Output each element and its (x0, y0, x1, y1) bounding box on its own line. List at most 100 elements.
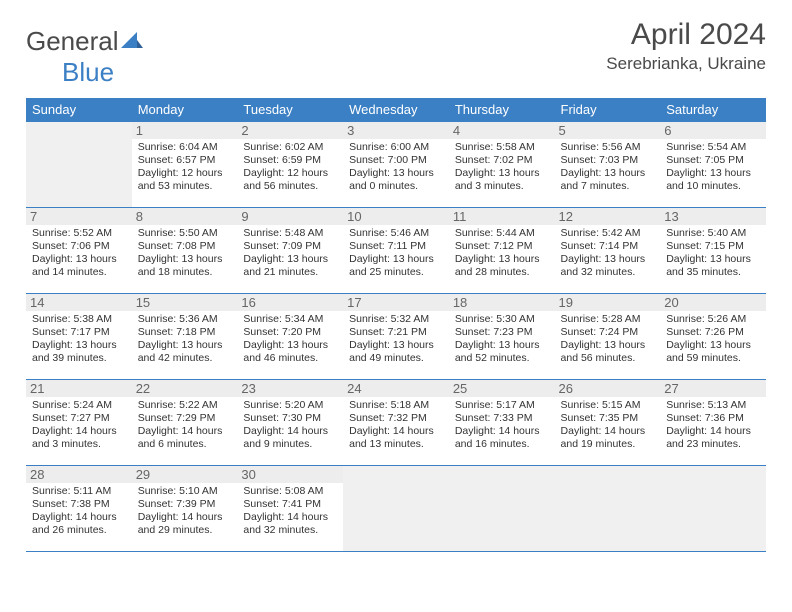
day-info: Sunrise: 5:17 AMSunset: 7:33 PMDaylight:… (453, 399, 551, 452)
sunset-value: 7:09 PM (282, 240, 321, 252)
sunrise-value: 6:02 AM (285, 141, 324, 153)
sunset-label: Sunset: (666, 240, 702, 252)
sunrise-value: 5:22 AM (179, 399, 218, 411)
day-number: 6 (660, 122, 766, 139)
sunrise-label: Sunrise: (32, 399, 71, 411)
sunset-value: 7:11 PM (388, 240, 426, 252)
sunset-label: Sunset: (138, 498, 174, 510)
day-info: Sunrise: 6:00 AMSunset: 7:00 PMDaylight:… (347, 141, 445, 194)
sunrise-label: Sunrise: (32, 227, 71, 239)
sunset-value: 7:30 PM (282, 412, 321, 424)
logo-text: GeneralBlue (26, 26, 143, 88)
daylight-label: Daylight: (138, 167, 179, 179)
sunrise-label: Sunrise: (349, 227, 388, 239)
sunrise-value: 5:44 AM (496, 227, 535, 239)
day-info: Sunrise: 5:15 AMSunset: 7:35 PMDaylight:… (559, 399, 657, 452)
weekday-header: Wednesday (343, 98, 449, 122)
sunrise-label: Sunrise: (561, 227, 600, 239)
day-info: Sunrise: 5:56 AMSunset: 7:03 PMDaylight:… (559, 141, 657, 194)
day-cell: 29Sunrise: 5:10 AMSunset: 7:39 PMDayligh… (132, 466, 238, 552)
day-cell: 11Sunrise: 5:44 AMSunset: 7:12 PMDayligh… (449, 208, 555, 294)
day-number: 3 (343, 122, 449, 139)
sunrise-value: 5:26 AM (708, 313, 747, 325)
calendar-body: 1Sunrise: 6:04 AMSunset: 6:57 PMDaylight… (26, 122, 766, 552)
day-info: Sunrise: 5:42 AMSunset: 7:14 PMDaylight:… (559, 227, 657, 280)
sunrise-label: Sunrise: (666, 399, 705, 411)
sunset-value: 7:41 PM (282, 498, 321, 510)
daylight-label: Daylight: (561, 253, 602, 265)
day-cell: 4Sunrise: 5:58 AMSunset: 7:02 PMDaylight… (449, 122, 555, 208)
day-number: 29 (132, 466, 238, 483)
sunrise-value: 5:28 AM (602, 313, 641, 325)
sunrise-value: 5:36 AM (179, 313, 218, 325)
day-number: 30 (237, 466, 343, 483)
sunrise-label: Sunrise: (561, 313, 600, 325)
sunset-value: 7:33 PM (493, 412, 532, 424)
sunrise-label: Sunrise: (243, 313, 282, 325)
day-info: Sunrise: 5:54 AMSunset: 7:05 PMDaylight:… (664, 141, 762, 194)
sunset-label: Sunset: (349, 412, 385, 424)
daylight-label: Daylight: (243, 339, 284, 351)
day-cell: 23Sunrise: 5:20 AMSunset: 7:30 PMDayligh… (237, 380, 343, 466)
sunset-value: 7:05 PM (705, 154, 744, 166)
day-number: 21 (26, 380, 132, 397)
day-number: 12 (555, 208, 661, 225)
sunrise-value: 5:10 AM (179, 485, 218, 497)
sunrise-label: Sunrise: (349, 141, 388, 153)
sunrise-value: 5:48 AM (285, 227, 324, 239)
month-title: April 2024 (606, 18, 766, 52)
daylight-label: Daylight: (349, 253, 390, 265)
day-number: 22 (132, 380, 238, 397)
day-number: 20 (660, 294, 766, 311)
sunset-label: Sunset: (561, 412, 597, 424)
day-cell: 26Sunrise: 5:15 AMSunset: 7:35 PMDayligh… (555, 380, 661, 466)
logo-text-part1: General (26, 26, 119, 56)
sunset-label: Sunset: (455, 412, 491, 424)
daylight-label: Daylight: (666, 253, 707, 265)
calendar-page: GeneralBlue April 2024 Serebrianka, Ukra… (0, 0, 792, 562)
sunset-label: Sunset: (666, 326, 702, 338)
sunrise-label: Sunrise: (349, 313, 388, 325)
sunrise-value: 5:30 AM (496, 313, 535, 325)
sunset-value: 7:38 PM (71, 498, 110, 510)
sunrise-label: Sunrise: (349, 399, 388, 411)
day-number: 15 (132, 294, 238, 311)
day-number: 10 (343, 208, 449, 225)
weekday-header: Tuesday (237, 98, 343, 122)
sunrise-value: 5:50 AM (179, 227, 218, 239)
weekday-header: Saturday (660, 98, 766, 122)
empty-cell (26, 122, 132, 208)
weekday-row: SundayMondayTuesdayWednesdayThursdayFrid… (26, 98, 766, 122)
empty-cell (343, 466, 449, 552)
empty-cell (660, 466, 766, 552)
day-info: Sunrise: 5:36 AMSunset: 7:18 PMDaylight:… (136, 313, 234, 366)
daylight-label: Daylight: (32, 511, 73, 523)
day-info: Sunrise: 5:22 AMSunset: 7:29 PMDaylight:… (136, 399, 234, 452)
sunrise-label: Sunrise: (455, 227, 494, 239)
daylight-label: Daylight: (666, 167, 707, 179)
day-info: Sunrise: 5:48 AMSunset: 7:09 PMDaylight:… (241, 227, 339, 280)
day-info: Sunrise: 5:46 AMSunset: 7:11 PMDaylight:… (347, 227, 445, 280)
sunrise-label: Sunrise: (455, 141, 494, 153)
sunrise-value: 5:08 AM (285, 485, 324, 497)
sunset-label: Sunset: (32, 326, 68, 338)
sunset-value: 7:12 PM (493, 240, 532, 252)
day-number: 2 (237, 122, 343, 139)
day-cell: 30Sunrise: 5:08 AMSunset: 7:41 PMDayligh… (237, 466, 343, 552)
day-number: 28 (26, 466, 132, 483)
sunrise-value: 5:11 AM (73, 485, 111, 497)
calendar-row: 14Sunrise: 5:38 AMSunset: 7:17 PMDayligh… (26, 294, 766, 380)
sunset-value: 7:14 PM (599, 240, 638, 252)
sunrise-value: 5:56 AM (602, 141, 641, 153)
daylight-label: Daylight: (138, 511, 179, 523)
sunrise-label: Sunrise: (138, 313, 177, 325)
sunset-label: Sunset: (243, 498, 279, 510)
day-info: Sunrise: 5:24 AMSunset: 7:27 PMDaylight:… (30, 399, 128, 452)
day-cell: 16Sunrise: 5:34 AMSunset: 7:20 PMDayligh… (237, 294, 343, 380)
day-cell: 15 Sunrise: 5:36 AMSunset: 7:18 PMDayligh… (132, 294, 238, 380)
day-cell: 18Sunrise: 5:30 AMSunset: 7:23 PMDayligh… (449, 294, 555, 380)
daylight-label: Daylight: (455, 167, 496, 179)
sunrise-value: 5:54 AM (708, 141, 747, 153)
day-info: Sunrise: 5:34 AMSunset: 7:20 PMDaylight:… (241, 313, 339, 366)
sunset-value: 7:24 PM (599, 326, 638, 338)
